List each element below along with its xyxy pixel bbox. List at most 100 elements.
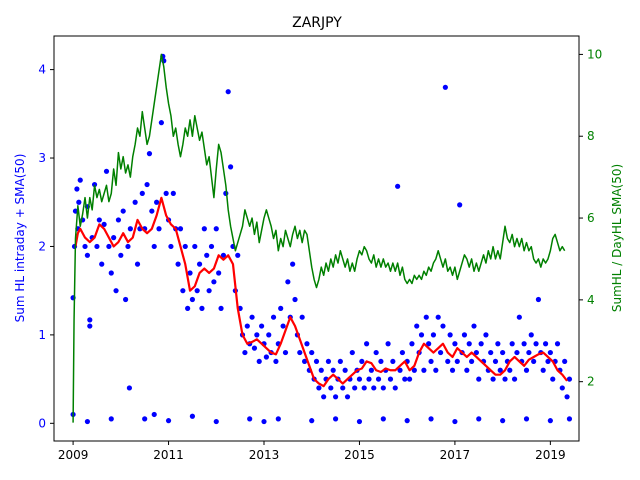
scatter-point [263, 354, 269, 360]
scatter-point [445, 358, 451, 365]
scatter-point [242, 349, 248, 356]
scatter-point [406, 376, 413, 382]
scatter-point [542, 341, 549, 347]
scatter-point [309, 349, 315, 356]
scatter-point [392, 385, 398, 391]
y-right-tick-label: 2 [587, 375, 595, 389]
y-right-tick-label: 4 [587, 293, 595, 307]
scatter-point [399, 349, 406, 356]
scatter-point [213, 226, 219, 232]
scatter-point [278, 305, 284, 311]
x-tick-label: 2009 [58, 448, 89, 462]
x-tick-label: 2015 [344, 448, 375, 462]
scatter-point [547, 418, 553, 424]
scatter-point [254, 332, 260, 338]
scatter-point [340, 385, 346, 391]
y-right-tick-label: 6 [587, 211, 595, 225]
y-left-tick-label: 3 [38, 151, 46, 165]
scatter-point [156, 226, 162, 232]
scatter-point [144, 181, 150, 188]
scatter-point [82, 243, 88, 250]
scatter-point [547, 349, 553, 356]
scatter-point [380, 385, 386, 391]
scatter-point [251, 345, 258, 351]
scatter-point [106, 243, 112, 250]
scatter-point [163, 190, 169, 196]
scatter-point [421, 367, 427, 373]
scatter-point [196, 261, 203, 267]
scatter-point [385, 341, 391, 347]
scatter-point [142, 416, 148, 422]
scatter-point [330, 367, 336, 373]
scatter-point [87, 323, 93, 329]
scatter-point [84, 252, 91, 258]
y-axis-left-label: Sum HL intraday + SMA(50) [13, 154, 27, 323]
scatter-point [502, 376, 508, 382]
scatter-point [497, 367, 503, 373]
scatter-point [440, 323, 446, 329]
scatter-point [208, 243, 215, 250]
scatter-point [270, 314, 277, 320]
scatter-point [404, 418, 410, 424]
scatter-point [492, 358, 499, 365]
scatter-point [165, 418, 172, 424]
scatter-point [454, 358, 460, 365]
scatter-point [500, 418, 506, 424]
scatter-point [428, 416, 434, 422]
scatter-point [359, 358, 365, 365]
scatter-point [433, 367, 439, 373]
scatter-point [361, 385, 367, 391]
scatter-point [428, 358, 434, 365]
scatter-point [473, 349, 479, 356]
scatter-point [309, 418, 315, 424]
scatter-point [187, 270, 193, 276]
scatter-point [526, 349, 532, 356]
scatter-point [509, 341, 515, 347]
scatter-point [220, 252, 227, 258]
scatter-point [476, 416, 482, 422]
scatter-point [115, 217, 122, 223]
scatter-point [189, 413, 196, 419]
scatter-point [201, 226, 207, 232]
scatter-point [466, 341, 472, 347]
scatter-point [488, 349, 494, 356]
scatter-point [158, 120, 164, 126]
scatter-point [282, 349, 289, 356]
scatter-point [146, 151, 153, 157]
scatter-point [292, 296, 298, 303]
scatter-point [535, 296, 542, 303]
scatter-point [122, 296, 129, 303]
scatter-point [227, 164, 234, 170]
scatter-point [423, 314, 429, 320]
scatter-point [495, 341, 501, 347]
scatter-point [373, 349, 379, 356]
scatter-point [154, 199, 160, 205]
scatter-point [352, 385, 358, 391]
scatter-point [111, 235, 117, 241]
scatter-point [337, 358, 343, 365]
scatter-point [244, 323, 250, 329]
scatter-point [435, 314, 441, 320]
scatter-point [342, 367, 348, 373]
scatter-point [550, 376, 556, 382]
scatter-point [118, 252, 124, 258]
scatter-point [531, 358, 537, 365]
scatter-point [194, 288, 200, 294]
scatter-point [132, 199, 138, 205]
scatter-point [149, 208, 155, 214]
scatter-point [249, 314, 255, 320]
scatter-point [387, 376, 394, 382]
scatter-point [127, 226, 133, 232]
scatter-point [76, 199, 82, 205]
scatter-point [430, 332, 437, 338]
x-tick-label: 2013 [249, 448, 280, 462]
scatter-point [273, 358, 279, 365]
scatter-point [313, 358, 320, 365]
y-left-tick-label: 0 [38, 416, 46, 430]
scatter-point [471, 323, 477, 329]
scatter-point [318, 367, 324, 373]
scatter-point [316, 385, 322, 391]
scatter-point [290, 261, 296, 267]
scatter-point [516, 314, 522, 320]
chart-title: ZARJPY [292, 15, 342, 31]
